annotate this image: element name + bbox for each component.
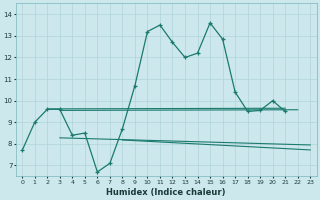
X-axis label: Humidex (Indice chaleur): Humidex (Indice chaleur) [107,188,226,197]
